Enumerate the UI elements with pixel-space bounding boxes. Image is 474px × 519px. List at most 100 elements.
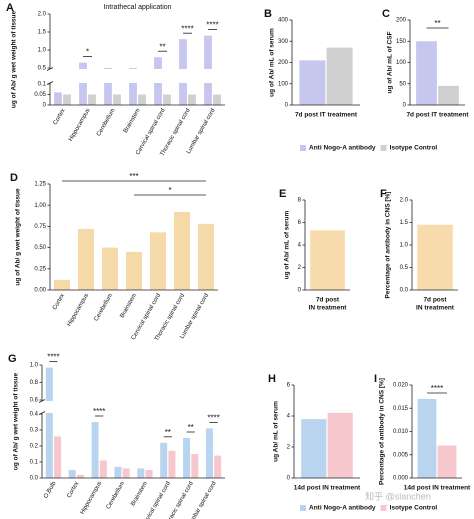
y-tick-label: 0.1 <box>38 82 47 88</box>
x-axis-label: IN treatment <box>309 305 348 312</box>
x-tick-label: O.Bulb <box>43 480 58 499</box>
y-tick-label: 0.2 <box>30 444 39 450</box>
y-tick-label: 6 <box>298 220 302 226</box>
sig-label: ** <box>165 428 171 437</box>
legend-swatch <box>300 145 306 151</box>
y-tick-label: 1.0 <box>400 243 409 249</box>
axis-break-gap <box>41 401 226 413</box>
bar <box>54 92 62 105</box>
sig-label: **** <box>206 21 218 30</box>
panel-letter: B <box>264 8 272 20</box>
bar <box>417 224 453 290</box>
x-tick-label: Cortex <box>53 108 67 126</box>
y-tick-label: 1.5 <box>400 220 409 226</box>
bar <box>101 247 119 290</box>
sig-label: **** <box>47 353 59 362</box>
bar <box>213 94 221 105</box>
bar <box>45 367 53 478</box>
bar <box>310 230 345 290</box>
x-tick-label: Hippocampus <box>80 481 104 516</box>
bar <box>438 85 459 105</box>
bar <box>79 62 87 105</box>
y-tick-label: 100 <box>396 60 407 66</box>
sig-label: ** <box>159 42 165 51</box>
y-tick-label: 1.5 <box>38 30 47 36</box>
y-axis-label: ug of Ab/ g wet weight of tissue <box>11 10 18 108</box>
legend-swatch <box>300 505 306 511</box>
bar <box>129 68 137 105</box>
y-axis-label: Percentage of antibody in CNS [%] <box>385 192 392 299</box>
x-tick-label: Cerebellum <box>96 108 117 138</box>
sig-label: ** <box>434 19 440 28</box>
y-axis-label: ug of Ab/ mL of serum <box>284 210 291 279</box>
panel-letter: G <box>8 353 17 365</box>
panel-letter: F <box>380 188 387 200</box>
bar <box>214 455 222 478</box>
y-tick-label: 2 <box>298 265 302 271</box>
y-tick-label: 4 <box>298 243 302 249</box>
x-tick-label: Cortex <box>52 293 66 311</box>
y-tick-label: 2.0 <box>400 198 409 204</box>
y-tick-label: 6 <box>287 383 291 389</box>
y-axis-label: Percentage of antibody in CNS [%] <box>379 378 386 485</box>
y-tick-label: 1.0 <box>38 48 47 54</box>
y-tick-label: 0.05 <box>34 92 46 98</box>
y-tick-label: 1.0 <box>30 363 39 369</box>
bar <box>122 468 130 478</box>
y-tick-label: 2 <box>287 445 291 451</box>
y-tick-label: 0 <box>403 103 407 109</box>
y-tick-label: 2.0 <box>38 12 47 18</box>
x-tick-label: Lumbar spinal cord <box>179 293 210 340</box>
bar <box>149 232 167 290</box>
y-tick-label: 0.015 <box>393 406 409 412</box>
y-axis-label: ug Ab/ mL of serum <box>273 401 280 462</box>
panel-letter: D <box>10 172 18 184</box>
y-tick-label: 1.00 <box>34 203 46 209</box>
y-tick-label: 0.5 <box>38 66 47 72</box>
y-tick-label: 0.1 <box>30 460 39 466</box>
x-axis-label: 14d post IN treatment <box>294 485 361 492</box>
x-axis-label: 14d post IN treatment <box>404 485 471 492</box>
bar <box>168 450 176 478</box>
y-tick-label: 400 <box>278 18 289 24</box>
panel-letter: H <box>268 373 276 385</box>
break-mark <box>46 81 54 85</box>
y-tick-label: 200 <box>278 60 289 66</box>
chart-title: Intrathecal application <box>103 4 171 11</box>
y-tick-label: 0.3 <box>30 428 39 434</box>
y-tick-label: 0 <box>287 476 291 482</box>
y-tick-label: 150 <box>396 39 407 45</box>
bar <box>327 412 353 478</box>
bar <box>205 428 213 478</box>
y-tick-label: 0.010 <box>393 429 409 435</box>
legend-label: Isotype Control <box>390 145 438 152</box>
panel-letter: A <box>6 2 14 14</box>
y-tick-label: 200 <box>396 18 407 24</box>
bar <box>91 422 99 478</box>
sig-label: **** <box>207 414 219 423</box>
bar <box>63 94 71 105</box>
sig-label: ** <box>188 423 194 432</box>
y-tick-label: 0.00 <box>34 288 46 294</box>
bar <box>326 47 353 105</box>
bar <box>54 436 62 478</box>
y-tick-label: 0.5 <box>400 265 409 271</box>
panel-letter: I <box>374 373 377 385</box>
y-tick-label: 0 <box>298 288 302 294</box>
bar <box>76 474 84 478</box>
bar <box>138 94 146 105</box>
bar <box>53 279 71 290</box>
y-tick-label: 0.0 <box>400 288 409 294</box>
sig-label: * <box>168 186 171 195</box>
y-tick-label: 0.50 <box>34 245 46 251</box>
y-axis-label: ug of Ab/ mL of serum <box>269 28 276 97</box>
y-tick-label: 100 <box>278 81 289 87</box>
y-tick-label: 0.8 <box>30 380 39 386</box>
sig-label: **** <box>181 24 193 33</box>
y-tick-label: 0.0 <box>30 476 39 482</box>
break-mark <box>38 399 46 403</box>
x-tick-label: Brainstem <box>119 293 138 319</box>
legend-swatch <box>380 145 387 151</box>
y-tick-label: 4 <box>287 414 291 420</box>
